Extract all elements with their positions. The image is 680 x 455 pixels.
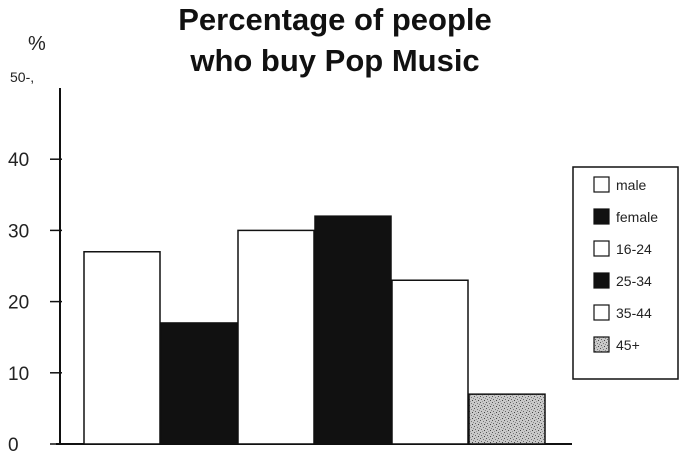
legend-label-female: female xyxy=(616,209,658,225)
legend-swatch-female xyxy=(593,208,610,225)
y-axis-label: % xyxy=(28,33,46,55)
y-tick-label: 40 xyxy=(8,150,29,171)
legend-label-35-44: 35-44 xyxy=(616,305,652,321)
legend-label-25-34: 25-34 xyxy=(616,273,652,289)
legend-swatch-45+ xyxy=(593,336,610,353)
y-axis-top-tick-label: 50-, xyxy=(10,69,34,85)
y-tick-label: 10 xyxy=(8,364,29,385)
legend-swatch-25-34 xyxy=(593,272,610,289)
legend-swatch-male xyxy=(593,176,610,193)
legend-swatch-35-44 xyxy=(593,304,610,321)
legend-label-45+: 45+ xyxy=(616,337,640,353)
chart-title-line2: who buy Pop Music xyxy=(189,43,479,78)
bar-male xyxy=(83,251,161,445)
bar-45+ xyxy=(468,393,546,445)
bar-female xyxy=(160,322,238,445)
y-tick-label: 20 xyxy=(8,293,29,314)
y-tick-label: 0 xyxy=(8,435,19,455)
legend-swatch-16-24 xyxy=(593,240,610,257)
y-tick-label: 30 xyxy=(8,221,29,242)
bar-25-34 xyxy=(314,215,392,445)
bars xyxy=(83,215,546,445)
bar-16-24 xyxy=(237,229,315,445)
y-ticks: 0 10 20 30 40 xyxy=(8,150,62,455)
legend: male female 16-24 25-34 35-44 45+ xyxy=(572,166,679,380)
bar-35-44 xyxy=(391,279,469,445)
legend-label-16-24: 16-24 xyxy=(616,241,652,257)
chart-title-line1: Percentage of people xyxy=(178,2,492,37)
legend-label-male: male xyxy=(616,177,647,193)
legend-box xyxy=(572,166,679,380)
